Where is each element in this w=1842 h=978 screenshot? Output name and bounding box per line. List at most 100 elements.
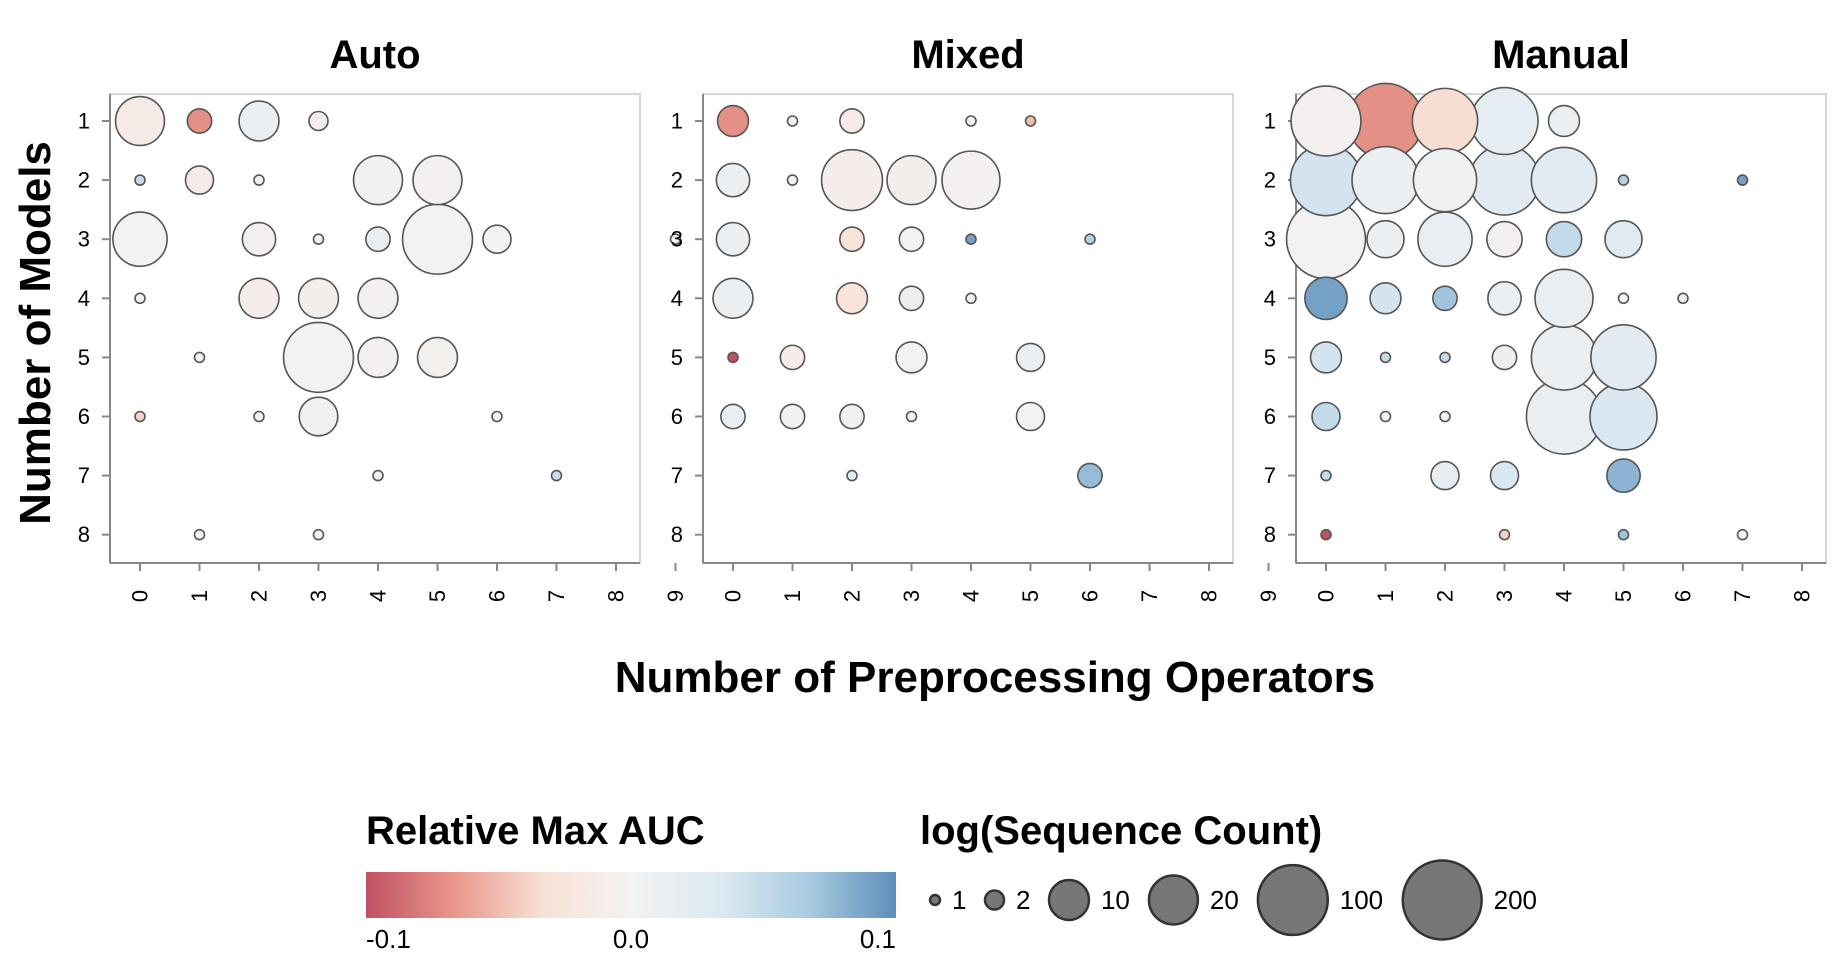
- bubble-point: [727, 351, 739, 364]
- bubble-point: [352, 154, 404, 206]
- bubble-point: [186, 108, 213, 134]
- y-tick-label: 4: [671, 286, 683, 311]
- x-tick-label: 6: [1078, 590, 1103, 602]
- bubble-point: [1498, 528, 1511, 541]
- x-tick-label: 1: [1373, 590, 1398, 602]
- y-tick-label: 6: [671, 404, 683, 429]
- bubble-point: [846, 469, 858, 482]
- bubble-point: [1617, 292, 1630, 305]
- bubble-point: [1617, 528, 1630, 541]
- bubble-point: [1311, 401, 1341, 432]
- size-legend-label: 20: [1210, 885, 1239, 915]
- bubble-point: [1417, 211, 1473, 268]
- y-tick-label: 2: [1264, 168, 1276, 193]
- bubble-point: [1545, 220, 1583, 258]
- x-tick-label: 8: [604, 590, 629, 602]
- bubble-point: [1412, 147, 1478, 213]
- y-tick-label: 7: [671, 463, 683, 488]
- color-legend-tick-label: 0.0: [613, 924, 649, 954]
- panel-auto: Auto 0 1 2 3 4 5 6 7 8 9 1 2 3 4 5 6 7 8: [78, 33, 688, 602]
- panel-title: Auto: [329, 33, 420, 77]
- bubble-point: [134, 292, 146, 305]
- x-tick-label: 3: [306, 590, 331, 602]
- bubble-point: [905, 410, 918, 423]
- facet-panels: Auto 0 1 2 3 4 5 6 7 8 9 1 2 3 4 5 6 7 8 Mixed 0 1 2 3 4 5 6 7 8 9 1 2 3…: [78, 33, 1827, 602]
- bubble-point: [1320, 469, 1332, 482]
- bubble-point: [1379, 351, 1392, 364]
- bubble-point: [1369, 282, 1402, 315]
- x-tick-label: 9: [1256, 590, 1281, 602]
- y-tick-label: 4: [1264, 286, 1276, 311]
- bubble-point: [491, 410, 503, 423]
- bubble-point: [1736, 174, 1749, 186]
- bubble-point: [1411, 87, 1479, 155]
- size-legend-label: 100: [1340, 885, 1383, 915]
- bubble-point: [357, 277, 399, 320]
- bubble-point: [839, 226, 865, 253]
- size-legend-bubble: [1256, 863, 1330, 937]
- bubble-point: [401, 203, 474, 275]
- x-tick-label: 2: [247, 590, 272, 602]
- bubble-point: [1606, 458, 1641, 494]
- color-legend-gradient-bar: [366, 872, 896, 918]
- bubble-point: [839, 108, 865, 134]
- x-tick-label: 7: [1730, 590, 1755, 602]
- x-tick-label: 7: [1137, 590, 1162, 602]
- bubble-point: [669, 233, 682, 245]
- bubble-point: [1379, 410, 1392, 423]
- y-tick-label: 1: [671, 109, 683, 134]
- panel-title: Mixed: [911, 33, 1024, 77]
- bubble-point: [308, 110, 329, 132]
- bubble-point: [779, 344, 806, 371]
- bubble-point: [1351, 145, 1420, 215]
- bubble-point: [134, 174, 146, 186]
- bubble-point: [1590, 323, 1657, 391]
- size-legend-label: 2: [1016, 885, 1030, 915]
- color-legend-tick-label: -0.1: [366, 924, 411, 954]
- bubble-point: [297, 277, 340, 320]
- size-legend-bubble: [928, 893, 942, 907]
- x-tick-label: 3: [899, 590, 924, 602]
- bubble-point: [1320, 528, 1332, 541]
- bubble-point: [1617, 174, 1630, 186]
- size-legend-bubble: [1047, 878, 1091, 922]
- x-tick-label: 6: [485, 590, 510, 602]
- y-tick-label: 6: [78, 404, 90, 429]
- color-legend: Relative Max AUC -0.1 0.0 0.1: [366, 809, 896, 954]
- y-tick-label: 3: [1264, 227, 1276, 252]
- bubble-point: [1604, 219, 1643, 259]
- x-tick-label: 0: [721, 590, 746, 602]
- bubble-point: [482, 224, 512, 255]
- bubble-point: [1530, 146, 1598, 214]
- x-tick-label: 4: [366, 590, 391, 602]
- bubble-point: [1430, 460, 1460, 491]
- bubble-point: [134, 410, 146, 423]
- bubble-point: [1486, 220, 1523, 258]
- y-tick-label: 5: [671, 345, 683, 370]
- bubble-point: [712, 277, 754, 320]
- x-axis-title: Number of Preprocessing Operators: [615, 653, 1375, 702]
- y-tick-label: 5: [1264, 345, 1276, 370]
- size-legend-label: 10: [1101, 885, 1130, 915]
- bubble-point: [550, 469, 563, 482]
- bubble-point: [965, 233, 977, 245]
- bubble-point: [1589, 382, 1658, 451]
- bubble-point: [1432, 285, 1458, 312]
- size-legend-label: 1: [952, 885, 966, 915]
- bubble-point: [1468, 144, 1541, 216]
- x-tick-label: 0: [1314, 590, 1339, 602]
- bubble-point: [839, 403, 865, 430]
- size-legend-label: 200: [1494, 885, 1537, 915]
- y-tick-label: 3: [78, 227, 90, 252]
- bubble-point: [312, 233, 325, 245]
- bubble-point: [779, 403, 806, 430]
- bubble-point: [786, 115, 799, 127]
- y-tick-label: 2: [78, 168, 90, 193]
- x-tick-label: 5: [1018, 590, 1043, 602]
- bubble-point: [898, 285, 925, 312]
- size-legend-bubble: [1401, 859, 1483, 941]
- bubble-point: [1015, 342, 1046, 373]
- bubble-point: [184, 165, 215, 195]
- bubble-point: [112, 211, 168, 268]
